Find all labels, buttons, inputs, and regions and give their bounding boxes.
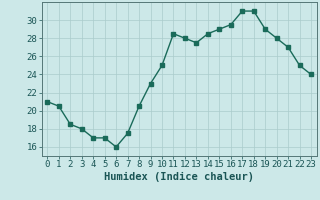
X-axis label: Humidex (Indice chaleur): Humidex (Indice chaleur) (104, 172, 254, 182)
